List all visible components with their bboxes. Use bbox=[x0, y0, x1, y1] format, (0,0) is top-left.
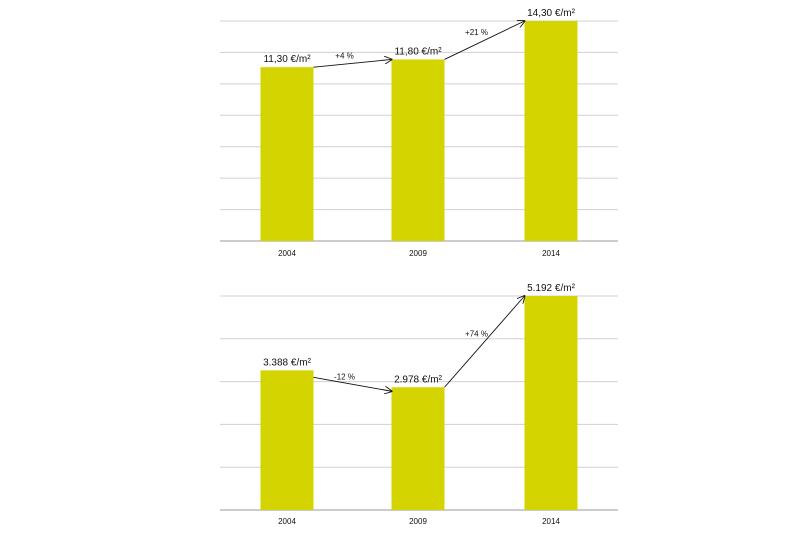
x-tick-label: 2009 bbox=[409, 249, 427, 258]
x-tick-label: 2009 bbox=[409, 517, 427, 526]
bar-2014 bbox=[524, 21, 578, 241]
change-arrow bbox=[444, 296, 525, 388]
change-arrow bbox=[444, 21, 525, 60]
data-label: 11,30 €/m² bbox=[263, 54, 311, 65]
data-label: 3.388 €/m² bbox=[263, 357, 311, 368]
chart-panel-2: 3.388 €/m² 2004 2.978 €/m² 2009 5.192 €/m² 20… bbox=[220, 283, 618, 526]
bar-2009 bbox=[391, 387, 445, 510]
x-tick-label: 2004 bbox=[278, 517, 296, 526]
data-label: 5.192 €/m² bbox=[527, 283, 575, 294]
change-label: +21 % bbox=[465, 28, 488, 37]
x-tick-label: 2014 bbox=[542, 517, 560, 526]
bar-2009 bbox=[391, 59, 445, 241]
data-label: 11,80 €/m² bbox=[394, 46, 442, 57]
chart-panel-1: 11,30 €/m² 2004 11,80 €/m² 2009 14,30 €/m² 20… bbox=[220, 8, 618, 258]
change-arrow bbox=[313, 59, 392, 68]
change-arrow bbox=[313, 376, 392, 391]
x-tick-label: 2004 bbox=[278, 249, 296, 258]
data-label: 14,30 €/m² bbox=[527, 8, 575, 19]
data-label: 2.978 €/m² bbox=[394, 374, 442, 385]
x-tick-label: 2014 bbox=[542, 249, 560, 258]
bar-2014 bbox=[524, 296, 578, 510]
bar-2004 bbox=[260, 67, 314, 242]
change-label: +74 % bbox=[465, 330, 488, 339]
change-label: +4 % bbox=[335, 51, 353, 60]
bar-2004 bbox=[260, 370, 314, 510]
change-label: -12 % bbox=[334, 372, 355, 381]
